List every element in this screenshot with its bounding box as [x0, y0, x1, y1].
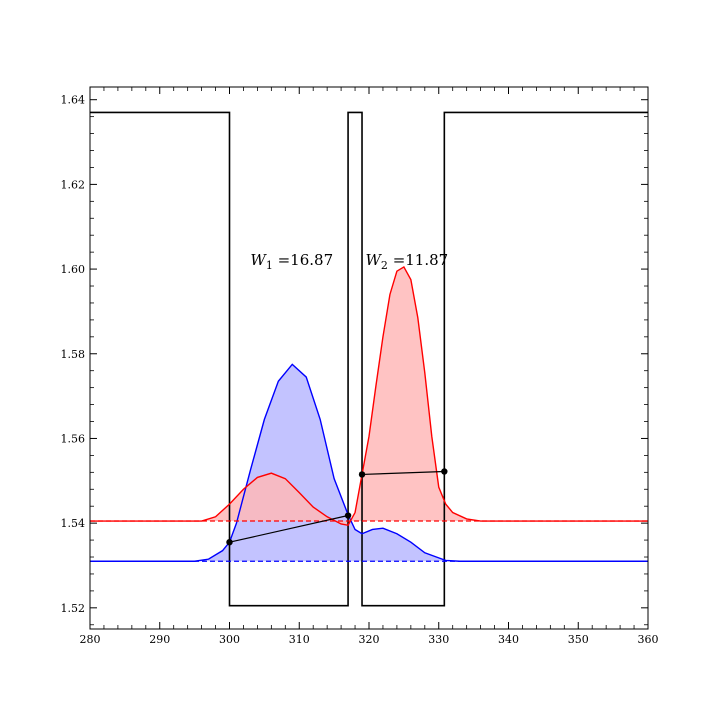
x-tick-label-1: 290	[149, 633, 170, 646]
x-tick-label-2: 300	[219, 633, 240, 646]
x-tick-label-0: 280	[80, 633, 101, 646]
series-2-line	[90, 265, 648, 527]
y-tick-label-5: 1.62	[61, 178, 86, 191]
y-tick-label-0: 1.52	[61, 602, 86, 615]
annotation-1: W2 =11.87	[366, 251, 449, 272]
annotation-0-value: =16.87	[273, 251, 333, 269]
annotation-0-symbol: W	[250, 251, 267, 269]
x-tick-label-6: 340	[498, 633, 519, 646]
y-tick-label-6: 1.64	[61, 94, 86, 107]
series-5-point-1	[344, 512, 352, 519]
segment-markers	[226, 468, 448, 546]
y-tick-label-4: 1.60	[61, 263, 86, 276]
x-tick-label-7: 350	[568, 633, 589, 646]
annotation-1-symbol: W	[366, 251, 383, 269]
series-6-segment	[361, 470, 445, 476]
series-6-point-0	[358, 471, 366, 478]
y-tick-label-3: 1.58	[61, 348, 86, 361]
series-5-segment	[229, 514, 349, 543]
annotations: W1 =16.87 W2 =11.87	[250, 251, 448, 272]
x-tick-label-5: 330	[428, 633, 449, 646]
annotation-0: W1 =16.87	[250, 251, 333, 272]
axis-ticks	[89, 87, 649, 629]
series-6-point-1	[441, 468, 448, 475]
series-0-step-line	[90, 111, 648, 607]
series-5-point-0	[226, 538, 233, 546]
x-tick-label-3: 310	[289, 633, 310, 646]
y-tick-label-1: 1.54	[61, 517, 86, 530]
annotation-1-subscript: 2	[381, 259, 388, 272]
annotation-1-value: =11.87	[388, 251, 448, 269]
x-tick-label-8: 360	[638, 633, 659, 646]
tick-labels: 280 290 300 310 320 330 340 350 360 1.52 1.54 1.56 1…	[61, 94, 659, 646]
y-tick-label-2: 1.56	[61, 432, 86, 445]
annotation-0-subscript: 1	[266, 259, 273, 272]
x-tick-label-4: 320	[359, 633, 380, 646]
